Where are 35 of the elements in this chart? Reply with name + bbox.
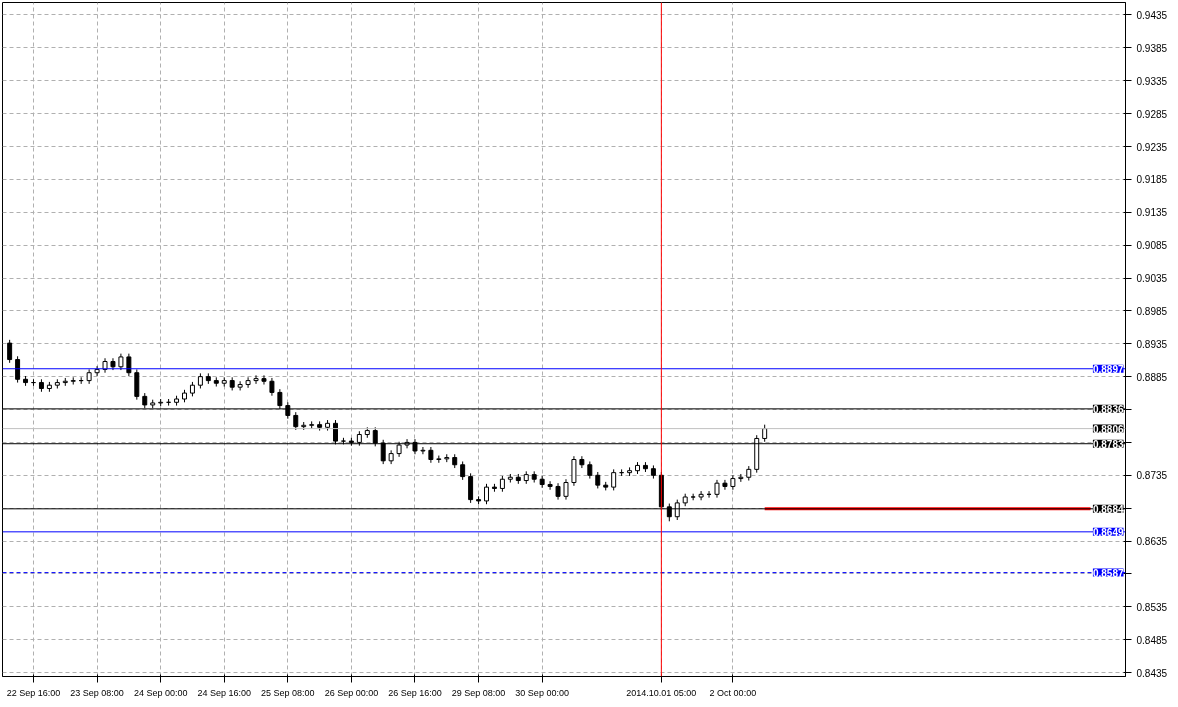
y-tick-label: 0.9435	[1136, 9, 1168, 21]
x-tick-label: 29 Sep 08:00	[451, 687, 506, 698]
x-tick-label: 2 Oct 00:00	[709, 687, 757, 698]
ref-line-label: 0.8806	[1092, 423, 1124, 435]
x-tick-label: 26 Sep 16:00	[388, 687, 442, 698]
x-tick-label: 23 Sep 08:00	[70, 687, 124, 698]
y-tick-label: 0.9385	[1136, 42, 1168, 54]
y-tick-label: 0.9035	[1136, 273, 1168, 285]
x-tick-label: 2014.10.01 05:00	[626, 687, 697, 698]
ref-line-label: 0.8783	[1092, 438, 1124, 450]
y-tick-label: 0.9235	[1136, 141, 1168, 153]
y-tick-label: 0.8435	[1136, 667, 1168, 679]
x-tick-label: 24 Sep 00:00	[133, 687, 188, 698]
ref-line-label: 0.8684	[1092, 503, 1124, 515]
x-tick-label: 25 Sep 08:00	[261, 687, 315, 698]
x-tick-label: 24 Sep 16:00	[197, 687, 252, 698]
y-tick-label: 0.9285	[1136, 108, 1168, 120]
y-tick-label: 0.8635	[1136, 536, 1168, 548]
ref-line-label: 0.8897	[1092, 363, 1124, 375]
y-tick-label: 0.8935	[1136, 338, 1168, 350]
x-tick-label: 22 Sep 16:00	[6, 687, 61, 698]
y-tick-label: 0.8735	[1136, 470, 1168, 482]
ref-line-label: 0.8587	[1092, 567, 1124, 579]
x-tick-label: 26 Sep 00:00	[324, 687, 379, 698]
y-tick-label: 0.9185	[1136, 174, 1168, 186]
ref-line-label: 0.8836	[1092, 403, 1124, 415]
y-tick-label: 0.9335	[1136, 75, 1168, 87]
y-tick-label: 0.8485	[1136, 634, 1168, 646]
y-tick-label: 0.9135	[1136, 207, 1168, 219]
ref-line-label: 0.8649	[1092, 526, 1124, 538]
y-tick-label: 0.8885	[1136, 371, 1168, 383]
x-tick-label: 30 Sep 00:00	[515, 687, 569, 698]
y-tick-label: 0.8985	[1136, 305, 1168, 317]
y-tick-label: 0.9085	[1136, 240, 1168, 252]
y-tick-label: 0.8535	[1136, 601, 1168, 613]
